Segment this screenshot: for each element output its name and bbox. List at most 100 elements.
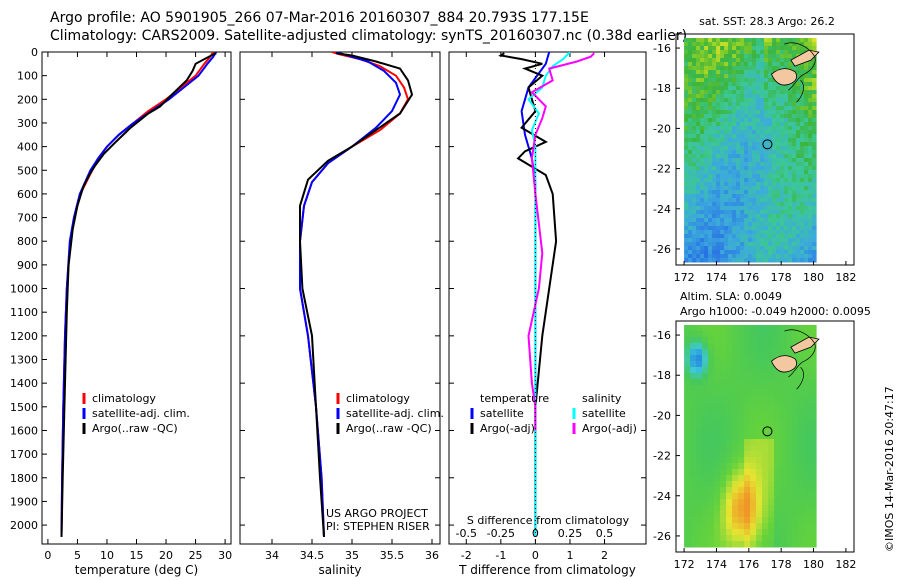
map-cell <box>692 214 697 219</box>
map-cell <box>764 66 769 71</box>
map-cell <box>720 331 727 338</box>
map-cell <box>772 158 777 163</box>
y-tick-label: -22 <box>653 163 671 176</box>
map-cell <box>804 451 811 458</box>
map-cell <box>750 463 757 470</box>
map-cell <box>796 190 801 195</box>
map-cell <box>784 250 789 255</box>
map-cell <box>760 66 765 71</box>
map-cell <box>780 457 787 464</box>
map-cell <box>748 122 753 127</box>
map-cell <box>732 158 737 163</box>
map-cell <box>712 66 717 71</box>
map-cell <box>732 66 737 71</box>
map-cell <box>692 202 697 207</box>
map-cell <box>812 94 817 99</box>
map-cell <box>752 62 757 67</box>
map-cell <box>732 38 737 43</box>
map-cell <box>772 222 777 227</box>
y-tick-label: -18 <box>653 369 671 382</box>
map-cell <box>776 106 781 111</box>
map-cell <box>756 94 761 99</box>
map-cell <box>762 433 769 440</box>
map-cell <box>808 82 813 87</box>
map-cell <box>774 487 781 494</box>
map-cell <box>772 102 777 107</box>
map-cell <box>712 74 717 79</box>
map-cell <box>690 535 697 542</box>
map-cell <box>764 254 769 259</box>
map-cell <box>688 86 693 91</box>
map-cell <box>804 421 811 428</box>
map-cell <box>764 202 769 207</box>
map-cell <box>702 523 709 530</box>
map-cell <box>700 134 705 139</box>
map-cell <box>804 258 809 263</box>
map-cell <box>774 475 781 482</box>
map-cell <box>760 222 765 227</box>
map-cell <box>756 349 763 356</box>
map-cell <box>788 214 793 219</box>
map-cell <box>800 98 805 103</box>
map-cell <box>796 162 801 167</box>
map-cell <box>708 258 713 263</box>
map-cell <box>756 529 763 536</box>
map-cell <box>732 170 737 175</box>
map-cell <box>720 523 727 530</box>
map-cell <box>786 517 793 524</box>
map-cell <box>720 102 725 107</box>
map-cell <box>810 535 817 542</box>
map-cell <box>700 198 705 203</box>
map-cell <box>728 238 733 243</box>
map-cell <box>708 106 713 111</box>
map-cell <box>716 122 721 127</box>
map-cell <box>688 162 693 167</box>
map-cell <box>696 523 703 530</box>
map-cell <box>764 114 769 119</box>
map-cell <box>700 162 705 167</box>
map-cell <box>720 206 725 211</box>
map-cell <box>728 122 733 127</box>
map-cell <box>696 355 703 362</box>
map-cell <box>768 445 775 452</box>
map-cell <box>760 170 765 175</box>
map-cell <box>712 90 717 95</box>
map-cell <box>800 122 805 127</box>
map-cell <box>764 246 769 251</box>
map-cell <box>704 62 709 67</box>
map-cell <box>804 457 811 464</box>
map-cell <box>756 523 763 530</box>
map-cell <box>812 154 817 159</box>
map-cell <box>784 214 789 219</box>
map-cell <box>702 355 709 362</box>
map-cell <box>712 94 717 99</box>
map-cell <box>684 98 689 103</box>
map-cell <box>696 42 701 47</box>
map-cell <box>724 42 729 47</box>
map-cell <box>696 367 703 374</box>
map-cell <box>784 126 789 131</box>
map-cell <box>764 226 769 231</box>
map-cell <box>688 258 693 263</box>
sla-map-title: Altim. SLA: 0.0049 <box>680 290 782 303</box>
map-cell <box>808 86 813 91</box>
map-cell <box>720 182 725 187</box>
map-cell <box>804 487 811 494</box>
map-cell <box>732 178 737 183</box>
map-cell <box>780 230 785 235</box>
map-cell <box>688 134 693 139</box>
map-cell <box>696 337 703 344</box>
map-cell <box>736 74 741 79</box>
map-cell <box>744 106 749 111</box>
map-cell <box>720 162 725 167</box>
map-cell <box>812 130 817 135</box>
map-cell <box>736 130 741 135</box>
map-cell <box>750 439 757 446</box>
climatology-subtitle: Climatology: CARS2009. Satellite-adjuste… <box>50 28 688 44</box>
map-cell <box>726 445 733 452</box>
map-cell <box>804 46 809 51</box>
map-cell <box>684 138 689 143</box>
map-cell <box>724 122 729 127</box>
map-cell <box>748 190 753 195</box>
map-cell <box>688 138 693 143</box>
